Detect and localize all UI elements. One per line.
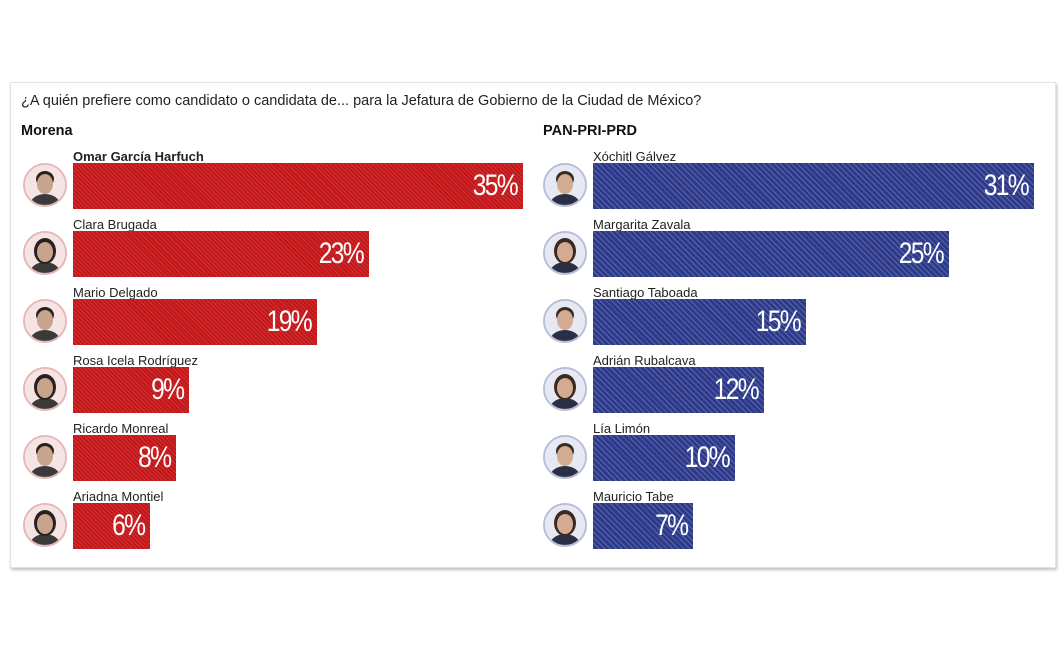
candidate-name: Mario Delgado [73, 285, 158, 300]
candidate-name: Xóchitl Gálvez [593, 149, 677, 164]
candidate-name: Margarita Zavala [593, 217, 691, 232]
bar-blue: 25% [593, 231, 949, 277]
bar-value-label: 10% [684, 441, 731, 474]
candidate-avatar [543, 503, 587, 547]
bar-red: 6% [73, 503, 150, 549]
candidate-row: Omar García Harfuch 35% [23, 149, 523, 217]
chart-question: ¿A quién prefiere como candidato o candi… [21, 93, 702, 109]
bar-value-label: 19% [266, 305, 313, 338]
candidate-row: Santiago Taboada 15% [543, 285, 1034, 353]
candidate-avatar [543, 163, 587, 207]
candidate-avatar [543, 299, 587, 343]
candidate-avatar [23, 435, 67, 479]
bar-red: 8% [73, 435, 176, 481]
bar-blue: 10% [593, 435, 735, 481]
poll-chart-card: ¿A quién prefiere como candidato o candi… [10, 82, 1056, 568]
bar-value-label: 23% [318, 237, 365, 270]
candidate-name: Rosa Icela Rodríguez [73, 353, 199, 368]
bar-value-label: 9% [150, 373, 185, 406]
candidate-row: Rosa Icela Rodríguez 9% [23, 353, 523, 421]
candidate-avatar [23, 163, 67, 207]
bar-value-label: 35% [472, 169, 519, 202]
candidate-row: Mauricio Tabe 7% [543, 489, 1034, 557]
bar-value-label: 6% [111, 509, 146, 542]
candidate-avatar [23, 299, 67, 343]
candidate-name: Santiago Taboada [593, 285, 698, 300]
candidate-row: Lía Limón 10% [543, 421, 1034, 489]
candidate-row: Mario Delgado 19% [23, 285, 523, 353]
bar-red: 19% [73, 299, 317, 345]
candidate-avatar [543, 231, 587, 275]
candidate-name: Mauricio Tabe [593, 489, 674, 504]
bar-red: 23% [73, 231, 369, 277]
bar-red: 9% [73, 367, 189, 413]
candidate-name: Clara Brugada [73, 217, 157, 232]
bar-blue: 31% [593, 163, 1034, 209]
candidate-avatar [543, 435, 587, 479]
bar-value-label: 15% [755, 305, 802, 338]
bar-blue: 15% [593, 299, 806, 345]
candidate-name: Ricardo Monreal [73, 421, 169, 436]
candidate-row: Ricardo Monreal 8% [23, 421, 523, 489]
candidate-avatar [543, 367, 587, 411]
bar-value-label: 7% [654, 509, 689, 542]
bar-value-label: 25% [898, 237, 945, 270]
party-title-morena: Morena [21, 123, 73, 139]
candidate-name: Ariadna Montiel [73, 489, 164, 504]
candidate-avatar [23, 367, 67, 411]
bar-blue: 7% [593, 503, 693, 549]
bar-blue: 12% [593, 367, 764, 413]
bar-value-label: 8% [137, 441, 172, 474]
candidate-name: Adrián Rubalcava [593, 353, 696, 368]
candidate-name: Lía Limón [593, 421, 651, 436]
candidate-name: Omar García Harfuch [73, 149, 204, 164]
candidate-row: Ariadna Montiel 6% [23, 489, 523, 557]
party-title-pan-pri-prd: PAN-PRI-PRD [543, 123, 637, 139]
candidate-row: Xóchitl Gálvez 31% [543, 149, 1034, 217]
bar-red: 35% [73, 163, 523, 209]
candidate-row: Clara Brugada 23% [23, 217, 523, 285]
candidate-avatar [23, 503, 67, 547]
candidate-row: Margarita Zavala 25% [543, 217, 1034, 285]
bar-value-label: 12% [713, 373, 760, 406]
candidate-row: Adrián Rubalcava 12% [543, 353, 1034, 421]
candidate-avatar [23, 231, 67, 275]
bar-value-label: 31% [983, 169, 1030, 202]
